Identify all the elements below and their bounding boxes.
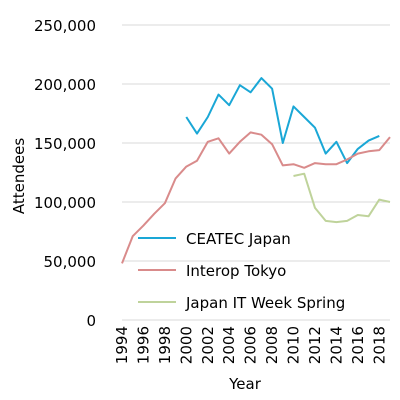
series-line xyxy=(185,77,380,165)
x-tick-label: 2014 xyxy=(327,326,345,364)
x-tick-label: 2018 xyxy=(370,326,388,364)
x-tick-label: 1996 xyxy=(134,326,152,364)
series-layer xyxy=(121,77,391,264)
series-line xyxy=(121,131,391,264)
y-tick-label: 0 xyxy=(86,312,96,330)
legend-label: CEATEC Japan xyxy=(186,230,291,248)
y-tick-label: 200,000 xyxy=(34,76,96,94)
x-axis-title: Year xyxy=(228,375,262,393)
x-tick-label: 2006 xyxy=(242,326,260,364)
x-tick-labels: 1994 1996 1998 2000 2002 2004 2006 2008 2010 2012… xyxy=(113,326,388,364)
y-axis-title: Attendees xyxy=(10,138,28,214)
legend-label: Interop Tokyo xyxy=(186,262,286,280)
y-tick-label: 150,000 xyxy=(34,135,96,153)
x-tick-label: 2010 xyxy=(285,326,303,364)
x-tick-label: 1994 xyxy=(113,326,131,364)
series-line xyxy=(293,172,391,224)
x-tick-label: 2004 xyxy=(220,326,238,364)
legend-label: Japan IT Week Spring xyxy=(185,294,345,312)
x-tick-label: 2002 xyxy=(199,326,217,364)
y-tick-label: 100,000 xyxy=(34,194,96,212)
y-tick-labels: 0 50,000 100,000 150,000 200,000 250,000 xyxy=(34,17,96,330)
x-tick-label: 2012 xyxy=(306,326,324,364)
x-tick-label: 2008 xyxy=(263,326,281,364)
x-tick-label: 2016 xyxy=(349,326,367,364)
y-tick-label: 250,000 xyxy=(34,17,96,35)
legend: CEATEC Japan Interop Tokyo Japan IT Week S… xyxy=(138,230,345,312)
y-tick-label: 50,000 xyxy=(44,253,97,271)
x-tick-label: 2000 xyxy=(177,326,195,364)
x-tick-label: 1998 xyxy=(156,326,174,364)
